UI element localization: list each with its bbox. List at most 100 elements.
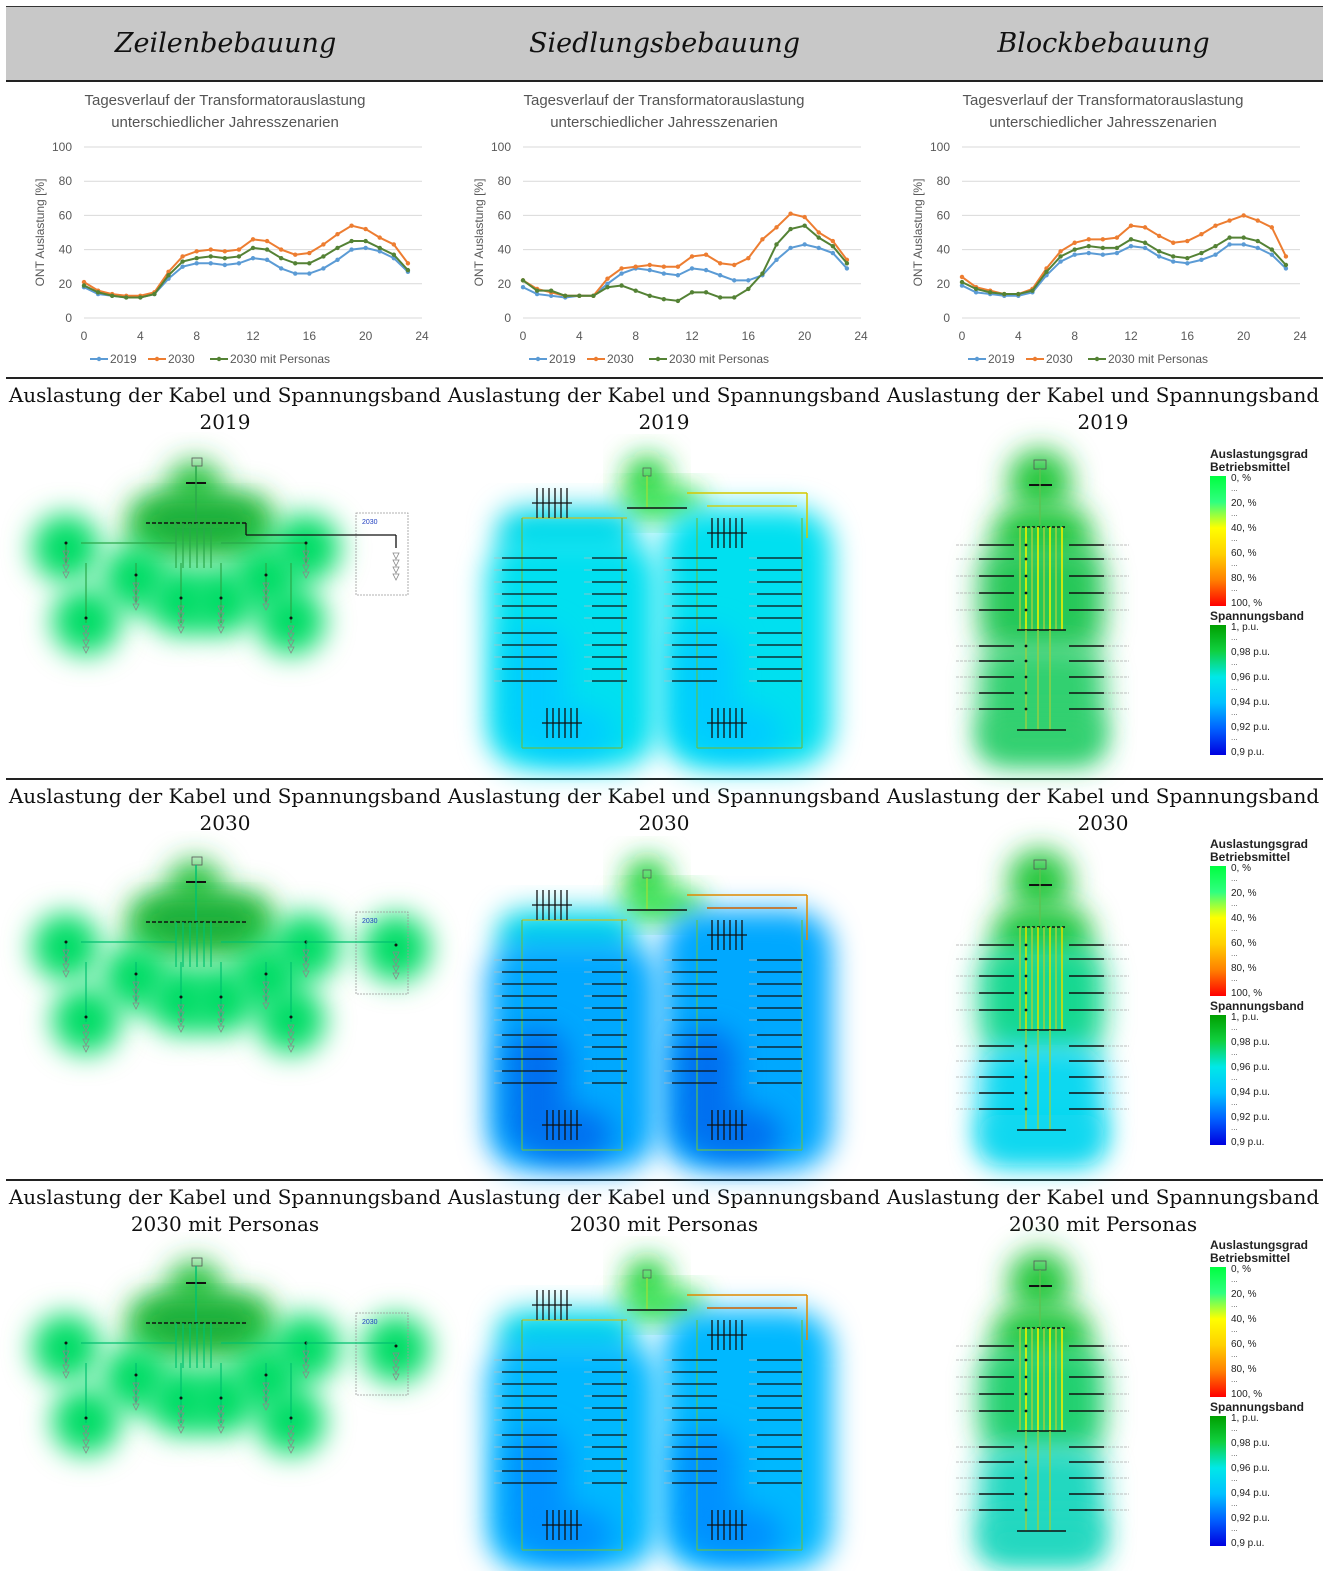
node-dot bbox=[64, 940, 68, 944]
voltage-heat-area bbox=[102, 544, 170, 612]
scale-label: 0,94 p.u. bbox=[1231, 1488, 1270, 1499]
load-icon bbox=[302, 564, 310, 572]
data-point bbox=[520, 278, 526, 283]
load-icon bbox=[62, 1364, 70, 1372]
data-point bbox=[844, 261, 850, 266]
voltage-heat-area bbox=[147, 966, 215, 1034]
load-icon bbox=[302, 970, 310, 978]
voltage-heat-area bbox=[257, 986, 325, 1054]
row-divider bbox=[6, 1179, 1323, 1181]
legend-voltage-scale: 1, p.u.... 0,98 p.u.... 0,96 p.u.... 0,94 p… bbox=[1210, 1413, 1308, 1549]
data-point bbox=[1142, 225, 1148, 230]
data-point bbox=[760, 271, 765, 276]
scale-label: 100, % bbox=[1231, 1389, 1263, 1400]
data-point bbox=[746, 255, 751, 261]
data-point bbox=[236, 247, 242, 252]
node-dot bbox=[1024, 1492, 1028, 1496]
load-icon bbox=[62, 1357, 70, 1365]
x-tick-label: 20 bbox=[359, 329, 373, 343]
x-tick-label: 16 bbox=[1181, 329, 1195, 343]
legend-label: 2019 bbox=[549, 352, 576, 366]
voltage-heat-area bbox=[979, 645, 1104, 755]
data-point bbox=[222, 262, 228, 268]
data-point bbox=[633, 264, 638, 269]
color-scale-bar bbox=[1210, 625, 1226, 755]
scale-label: 20, % bbox=[1231, 888, 1257, 899]
data-point bbox=[605, 281, 610, 286]
scale-label: 0,96 p.u. bbox=[1231, 1062, 1270, 1073]
data-point bbox=[335, 232, 340, 237]
load-icon bbox=[287, 646, 295, 654]
data-point bbox=[689, 290, 695, 295]
voltage-heat-area bbox=[677, 628, 737, 748]
load-icon bbox=[217, 1405, 225, 1413]
data-point bbox=[250, 237, 256, 242]
node-dot bbox=[304, 541, 308, 545]
data-point bbox=[1072, 247, 1077, 252]
color-scale-bar bbox=[1210, 866, 1226, 996]
node-dot bbox=[1024, 691, 1028, 695]
block-network bbox=[956, 849, 1129, 1165]
data-point bbox=[208, 261, 213, 266]
load-icon bbox=[287, 1038, 295, 1046]
load-icon bbox=[392, 1352, 400, 1360]
data-point bbox=[1100, 237, 1106, 242]
load-icon bbox=[217, 1004, 225, 1012]
scale-label: 40, % bbox=[1231, 1314, 1257, 1325]
data-point bbox=[1128, 237, 1134, 242]
box-label: 2030 bbox=[362, 918, 378, 925]
data-point bbox=[1185, 238, 1190, 244]
data-point bbox=[152, 291, 157, 297]
load-icon bbox=[132, 603, 140, 611]
chart-title: Tagesverlauf der Transformatorauslastung… bbox=[6, 90, 444, 134]
data-point bbox=[1058, 254, 1063, 259]
x-tick-label: 24 bbox=[415, 329, 429, 343]
data-point bbox=[1156, 233, 1162, 239]
voltage-heat-area bbox=[622, 1290, 702, 1320]
load-icon bbox=[262, 988, 270, 996]
scale-label: 0,98 p.u. bbox=[1231, 647, 1270, 658]
voltage-heat-area bbox=[662, 1310, 832, 1570]
x-tick-label: 4 bbox=[137, 329, 144, 343]
data-point bbox=[391, 242, 397, 247]
data-point bbox=[1016, 291, 1021, 297]
load-icon bbox=[217, 1426, 225, 1434]
data-point bbox=[830, 250, 836, 256]
load-icon bbox=[392, 1373, 400, 1381]
load-icon bbox=[82, 1446, 90, 1454]
voltage-heat-area bbox=[146, 1303, 256, 1343]
y-tick-label: 60 bbox=[937, 208, 951, 222]
siedlung-network bbox=[487, 858, 832, 1170]
data-point bbox=[774, 257, 779, 263]
y-tick-label: 80 bbox=[937, 174, 951, 188]
node-dot bbox=[1024, 675, 1028, 679]
load-icon bbox=[302, 949, 310, 957]
scale-label: 0,96 p.u. bbox=[1231, 1463, 1270, 1474]
data-point bbox=[1199, 250, 1204, 256]
x-tick-label: 8 bbox=[632, 329, 639, 343]
load-icon bbox=[262, 1403, 270, 1411]
x-tick-label: 24 bbox=[854, 329, 868, 343]
node-dot bbox=[1024, 1091, 1028, 1095]
load-icon bbox=[287, 1439, 295, 1447]
data-point bbox=[987, 290, 993, 295]
data-point bbox=[405, 261, 411, 266]
data-point bbox=[307, 250, 312, 256]
y-tick-label: 40 bbox=[937, 243, 951, 257]
voltage-heat-area bbox=[126, 892, 276, 957]
data-point bbox=[816, 245, 821, 251]
x-tick-label: 8 bbox=[1071, 329, 1078, 343]
data-point bbox=[1100, 245, 1106, 251]
data-point bbox=[689, 254, 695, 259]
data-point bbox=[647, 267, 652, 273]
data-point bbox=[1227, 218, 1232, 223]
voltage-heat-area bbox=[507, 1030, 567, 1150]
legend-marker bbox=[154, 356, 160, 362]
data-point bbox=[138, 295, 143, 300]
legend-voltage-scale: 1, p.u.... 0,98 p.u.... 0,96 p.u.... 0,94 p… bbox=[1210, 622, 1308, 758]
scale-label: 0,98 p.u. bbox=[1231, 1438, 1270, 1449]
data-point bbox=[788, 245, 793, 251]
voltage-heat-area bbox=[362, 1315, 430, 1383]
data-point bbox=[335, 245, 340, 251]
scale-label: 80, % bbox=[1231, 573, 1257, 584]
